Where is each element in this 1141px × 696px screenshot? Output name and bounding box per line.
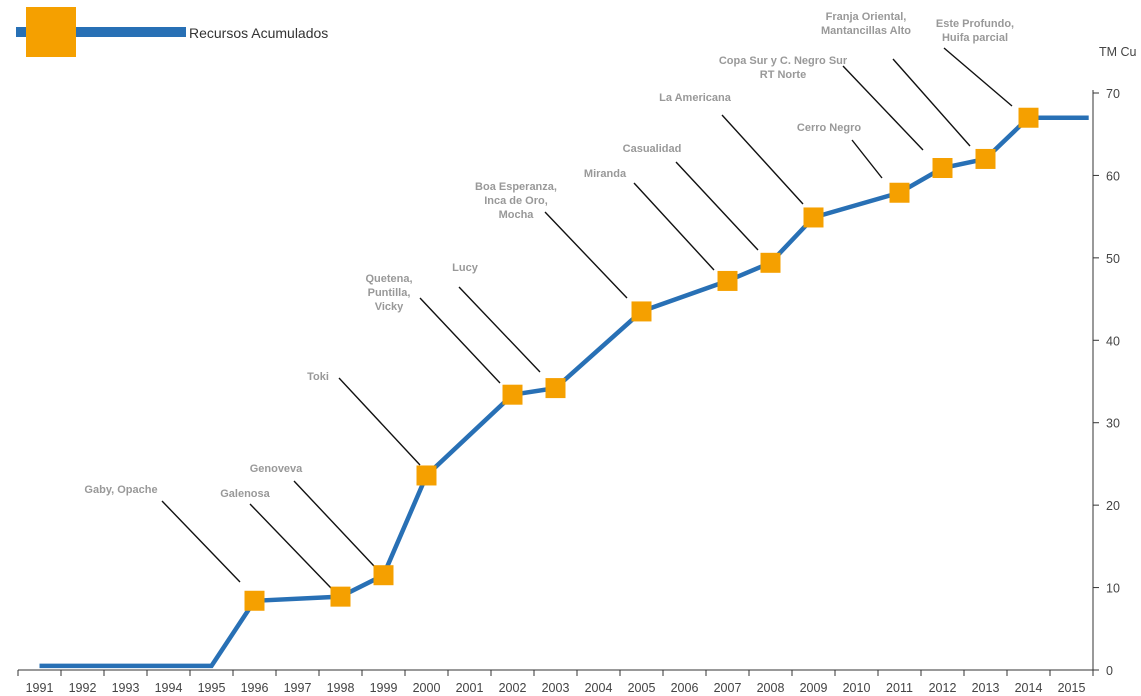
annotation-label: Toki [307,371,329,383]
annotation-leader-line [943,47,1013,107]
annotation-label: Genoveva [250,463,303,475]
annotation-lines [161,47,1013,589]
x-tick-label: 2000 [413,681,441,695]
x-tick-label: 2001 [456,681,484,695]
x-tick-label: 2010 [843,681,871,695]
data-point-marker [975,148,996,169]
x-tick-label: 2014 [1015,681,1043,695]
annotation-leader-line [842,65,924,151]
data-point-marker [416,465,437,486]
y-tick-label: 50 [1106,252,1120,266]
x-tick-label: 1997 [284,681,312,695]
legend-label: Recursos Acumulados [189,25,328,41]
annotation-label: Franja Oriental, Mantancillas Alto [821,11,911,37]
annotation-leader-line [161,500,241,583]
annotation-leader-line [249,503,332,589]
data-point-marker [803,207,824,228]
x-tick-label: 2002 [499,681,527,695]
x-tick-label: 1993 [112,681,140,695]
data-point-marker [932,158,953,179]
data-point-marker [545,378,566,399]
x-tick-label: 1998 [327,681,355,695]
x-tick-label: 1996 [241,681,269,695]
annotation-label: Lucy [452,262,479,274]
annotation-leader-line [851,139,883,179]
annotation-label: Este Profundo, Huifa parcial [936,18,1014,44]
x-tick-label: 2008 [757,681,785,695]
data-point-marker [502,384,523,405]
x-tick-label: 1999 [370,681,398,695]
annotation-label: Miranda [584,168,627,180]
annotation-leader-line [419,297,501,384]
x-tick-label: 2003 [542,681,570,695]
y-axis-unit-label: TM Cu [1099,45,1137,59]
data-point-marker [1018,107,1039,128]
x-tick-label: 1995 [198,681,226,695]
x-tick-label: 2015 [1058,681,1086,695]
annotation-label: Boa Esperanza, Inca de Oro, Mocha [475,181,557,221]
y-tick-label: 70 [1106,87,1120,101]
x-tick-label: 2013 [972,681,1000,695]
x-tick-label: 1994 [155,681,183,695]
x-tick-label: 1991 [26,681,54,695]
annotation-leader-line [458,286,541,373]
annotation-label: Cerro Negro [797,122,861,134]
annotation-leader-line [633,182,715,271]
annotation-labels: Gaby, Opache Galenosa Genoveva Toki Quetena,… [84,11,1014,500]
x-ticks: 1991 1992 1993 1994 1995 1996 1997 1998 1999 2000… [17,670,1094,695]
y-tick-label: 0 [1106,664,1113,678]
annotation-label: Casualidad [623,143,682,155]
x-tick-label: 2009 [800,681,828,695]
data-point-marker [244,590,265,611]
markers [244,107,1039,611]
x-tick-label: 1992 [69,681,97,695]
y-tick-label: 40 [1106,334,1120,348]
legend-marker-swatch [26,7,76,57]
annotation-leader-line [544,211,628,299]
y-tick-label: 30 [1106,417,1120,431]
data-point-marker [889,182,910,203]
annotation-label: Gaby, Opache [84,484,157,496]
x-tick-label: 2004 [585,681,613,695]
annotation-leader-line [675,161,759,251]
annotation-leader-line [338,377,421,466]
legend-line-swatch [16,27,186,37]
data-point-marker [717,270,738,291]
x-tick-label: 2011 [886,681,913,695]
y-tick-label: 60 [1106,169,1120,183]
x-tick-label: 2012 [929,681,957,695]
x-tick-label: 2005 [628,681,656,695]
annotation-label: Galenosa [220,488,270,500]
annotation-label: Copa Sur y C. Negro Sur RT Norte [719,55,848,81]
x-tick-label: 2006 [671,681,699,695]
y-tick-label: 20 [1106,499,1120,513]
x-tick-label: 2007 [714,681,742,695]
data-point-marker [330,586,351,607]
annotation-leader-line [892,58,971,147]
annotation-leader-line [721,114,804,205]
data-point-marker [373,565,394,586]
y-tick-label: 10 [1106,582,1120,596]
annotation-label: La Americana [659,92,732,104]
y-ticks: 0 10 20 30 40 50 60 70 [1093,87,1120,678]
annotation-label: Quetena, Puntilla, Vicky [365,273,412,313]
data-point-marker [631,301,652,322]
data-point-marker [760,252,781,273]
legend: Recursos Acumulados [16,7,328,57]
annotation-leader-line [293,480,375,567]
